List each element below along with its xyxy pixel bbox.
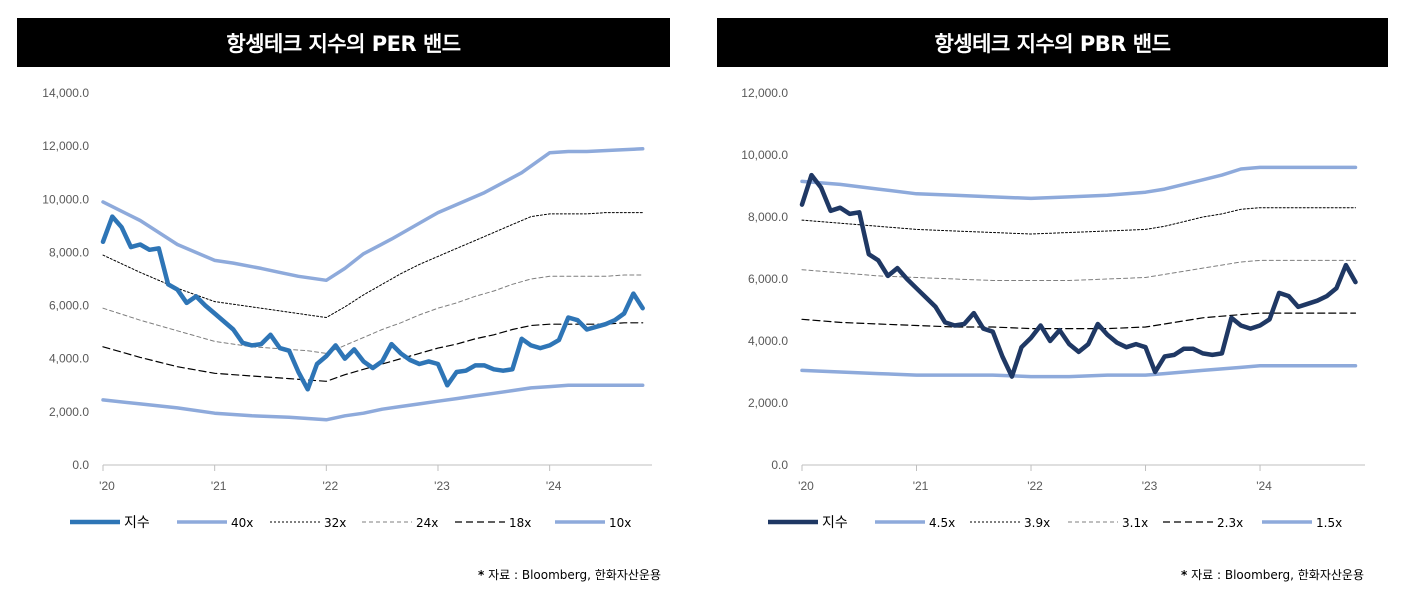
per-ytick-label: 0.0 bbox=[72, 458, 89, 472]
per-series-line-18x bbox=[102, 322, 644, 382]
per-ytick-label: 8,000.0 bbox=[49, 245, 89, 259]
per-series-line-10x bbox=[101, 383, 645, 422]
per-legend-label: 32x bbox=[324, 516, 346, 530]
pbr-series-line-index bbox=[799, 172, 1358, 379]
pbr-source-note: * 자료 : Bloomberg, 한화자산운용 bbox=[1181, 566, 1364, 583]
pbr-series-line-15x bbox=[800, 364, 1358, 379]
per-ytick-label: 2,000.0 bbox=[49, 405, 89, 419]
per-xtick-label: '23 bbox=[434, 479, 450, 493]
pbr-legend-label: 지수 bbox=[822, 515, 848, 531]
pbr-series-line-45x bbox=[800, 165, 1358, 201]
per-legend-label: 40x bbox=[231, 516, 253, 530]
pbr-ytick-label: 2,000.0 bbox=[748, 396, 788, 410]
pbr-legend-label: 4.5x bbox=[929, 516, 955, 530]
pbr-series-line-31x bbox=[801, 259, 1356, 281]
per-legend-label: 24x bbox=[416, 516, 438, 530]
pbr-xtick-label: '23 bbox=[1142, 479, 1158, 493]
per-legend-label: 18x bbox=[509, 516, 531, 530]
per-xtick-label: '20 bbox=[99, 479, 115, 493]
per-ytick-label: 4,000.0 bbox=[49, 352, 89, 366]
pbr-series-line-23x bbox=[801, 312, 1357, 330]
per-xtick-label: '22 bbox=[323, 479, 339, 493]
per-band-chart: 0.0 2,000.0 4,000.0 6,000.0 8,000.0 10,000.0 1… bbox=[42, 86, 652, 531]
per-series-line-index bbox=[100, 214, 645, 392]
per-source-text: 자료 : Bloomberg, 한화자산운용 bbox=[484, 568, 661, 582]
pbr-chart-title: 항셍테크 지수의 PBR 밴드 bbox=[717, 18, 1388, 67]
pbr-ytick-label: 0.0 bbox=[771, 458, 788, 472]
pbr-band-chart: 0.0 2,000.0 4,000.0 6,000.0 8,000.0 10,000.0 1… bbox=[741, 86, 1365, 531]
per-series-line-32x bbox=[102, 212, 644, 318]
pbr-xtick-label: '24 bbox=[1256, 479, 1272, 493]
pbr-series-line-39x bbox=[801, 207, 1356, 235]
pbr-legend-label: 3.9x bbox=[1024, 516, 1050, 530]
pbr-legend-label: 3.1x bbox=[1122, 516, 1148, 530]
per-source-note: * 자료 : Bloomberg, 한화자산운용 bbox=[478, 566, 661, 583]
per-xtick-label: '24 bbox=[546, 479, 562, 493]
per-ytick-label: 14,000.0 bbox=[42, 86, 89, 100]
per-xtick-label: '21 bbox=[211, 479, 227, 493]
pbr-source-text: 자료 : Bloomberg, 한화자산운용 bbox=[1187, 568, 1364, 582]
pbr-source-star: * bbox=[1181, 568, 1188, 582]
per-ytick-label: 10,000.0 bbox=[42, 192, 89, 206]
per-chart-title: 항셍테크 지수의 PER 밴드 bbox=[17, 18, 670, 67]
pbr-xtick-label: '20 bbox=[798, 479, 814, 493]
pbr-xtick-label: '21 bbox=[913, 479, 929, 493]
pbr-ytick-label: 6,000.0 bbox=[748, 272, 788, 286]
per-legend-label: 지수 bbox=[124, 515, 150, 531]
per-series-line-40x bbox=[101, 147, 645, 283]
pbr-ytick-label: 12,000.0 bbox=[741, 86, 788, 100]
pbr-xtick-label: '22 bbox=[1027, 479, 1043, 493]
per-ytick-label: 12,000.0 bbox=[42, 139, 89, 153]
per-legend-label: 10x bbox=[609, 516, 631, 530]
pbr-ytick-label: 10,000.0 bbox=[741, 148, 788, 162]
per-source-star: * bbox=[478, 568, 485, 582]
pbr-legend-label: 2.3x bbox=[1217, 516, 1243, 530]
pbr-legend-label: 1.5x bbox=[1316, 516, 1342, 530]
pbr-ytick-label: 8,000.0 bbox=[748, 210, 788, 224]
pbr-ytick-label: 4,000.0 bbox=[748, 334, 788, 348]
per-ytick-label: 6,000.0 bbox=[49, 299, 89, 313]
